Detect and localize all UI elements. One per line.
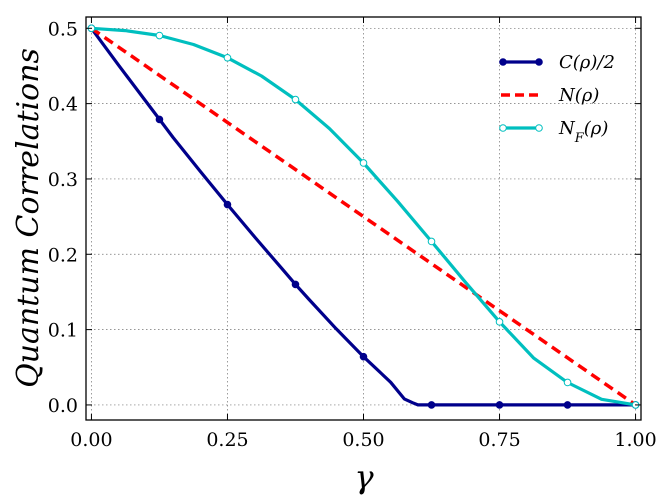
series-marker-2	[155, 31, 164, 40]
series-marker-0	[495, 401, 504, 409]
y-tick-label: 0.1	[48, 320, 78, 342]
series-marker-2	[223, 53, 232, 62]
plot-series	[87, 24, 640, 409]
y-tick-label: 0.3	[48, 169, 78, 191]
series-marker-2	[563, 378, 572, 387]
legend-label: NF(ρ)	[558, 118, 608, 146]
x-tick-label: 0.00	[70, 429, 112, 451]
legend-swatch-marker	[535, 124, 543, 132]
x-tick-label: 0.50	[342, 429, 384, 451]
series-marker-0	[563, 401, 572, 409]
series-marker-0	[359, 352, 368, 361]
y-tick-label: 0.0	[48, 395, 78, 417]
y-axis-label: Quantum Correlations	[11, 48, 46, 388]
legend-swatch-marker	[499, 124, 507, 132]
y-tick-label: 0.5	[48, 18, 78, 40]
x-tick-label: 1.00	[614, 429, 656, 451]
legend-label: C(ρ)/2	[559, 52, 615, 73]
y-tick-label: 0.4	[48, 94, 78, 116]
series-marker-2	[359, 159, 368, 167]
x-tick-label: 0.25	[206, 429, 248, 451]
grid	[86, 17, 641, 420]
y-tick-label: 0.2	[48, 244, 78, 266]
legend-swatch-marker	[535, 58, 543, 66]
legend: C(ρ)/2 N(ρ) NF(ρ)	[499, 52, 615, 146]
series-marker-0	[223, 200, 232, 209]
legend-swatch-marker	[499, 58, 507, 66]
legend-label: N(ρ)	[558, 85, 599, 106]
series-marker-0	[427, 401, 436, 409]
series-marker-0	[155, 115, 164, 124]
series-marker-2	[495, 318, 504, 326]
series-line-1	[90, 26, 637, 407]
axis-ticks: 0.00 0.25 0.50 0.75 1.00 0.0 0.1 0.2 0.3 0.4 0.5	[48, 17, 657, 451]
series-marker-2	[427, 237, 436, 246]
x-tick-label: 0.75	[478, 429, 520, 451]
series-line-0	[89, 26, 638, 407]
x-axis-label: γ	[354, 458, 374, 496]
series-marker-0	[291, 280, 300, 289]
series-marker-2	[291, 95, 300, 104]
